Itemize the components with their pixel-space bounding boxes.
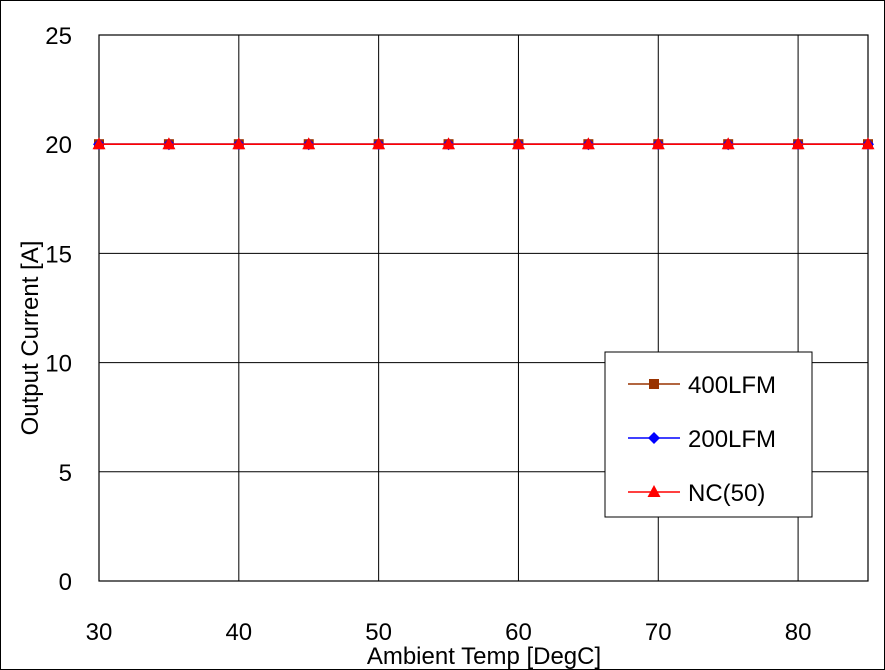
x-axis-label: Ambient Temp [DegC] — [367, 643, 601, 670]
x-tick-label: 70 — [645, 619, 672, 646]
y-tick-label: 0 — [59, 569, 72, 596]
x-tick-label: 60 — [505, 619, 532, 646]
y-tick-label: 20 — [45, 132, 72, 159]
data-point — [302, 137, 316, 150]
plot-border — [98, 34, 869, 582]
x-tick-label: 80 — [785, 619, 812, 646]
data-point — [511, 137, 525, 150]
x-tick-label: 30 — [86, 619, 113, 646]
data-point — [581, 137, 595, 150]
legend: 400LFM 200LFM NC(50) — [604, 351, 813, 518]
y-tick-label: 5 — [59, 460, 72, 487]
x-tick-label: 40 — [225, 619, 252, 646]
y-axis-ticks: 0 5 10 15 20 25 — [45, 23, 72, 596]
data-point — [791, 137, 805, 150]
legend-marker — [647, 485, 661, 497]
data-point — [92, 137, 106, 150]
legend-marker — [648, 432, 660, 444]
legend-label: 400LFM — [688, 372, 776, 399]
x-axis-ticks: 30 40 50 60 70 80 — [86, 619, 812, 646]
data-point — [372, 137, 386, 150]
data-point — [232, 137, 246, 150]
legend-box — [604, 351, 813, 518]
y-tick-label: 10 — [45, 351, 72, 378]
y-tick-label: 25 — [45, 23, 72, 50]
data-point — [651, 137, 665, 150]
legend-label: 200LFM — [688, 426, 776, 453]
legend-label: NC(50) — [688, 480, 765, 507]
series-nc-50- — [92, 137, 875, 150]
y-tick-label: 15 — [45, 241, 72, 268]
data-point — [162, 137, 176, 150]
legend-marker — [649, 379, 659, 389]
series-group — [92, 137, 875, 151]
data-point — [721, 137, 735, 150]
data-point — [861, 137, 875, 150]
y-axis-label: Output Current [A] — [17, 241, 44, 436]
x-tick-label: 50 — [365, 619, 392, 646]
data-point — [442, 137, 456, 150]
